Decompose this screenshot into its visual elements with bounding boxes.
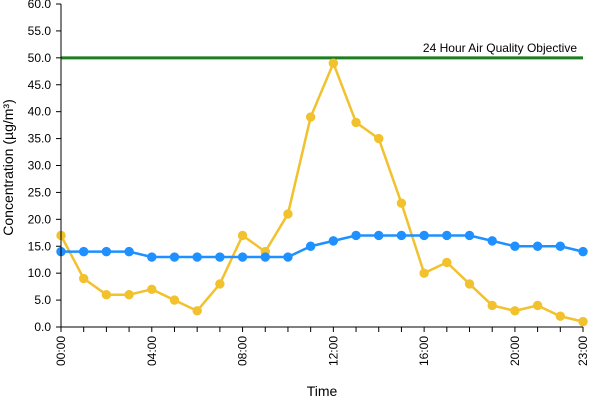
y-tick-label: 50.0 [28, 51, 52, 65]
series-2-point [487, 236, 497, 246]
series-2-point [396, 230, 407, 241]
series-2-point [510, 241, 520, 251]
series-2-point [532, 241, 543, 251]
series-2-point [578, 246, 588, 257]
series-1-point [147, 284, 157, 295]
series-2-point [237, 252, 248, 262]
series-1-point [464, 279, 475, 289]
series-2-point [328, 236, 339, 246]
x-tick-label: 12:00 [326, 336, 340, 366]
series-2-line [61, 234, 584, 259]
series-1-point [124, 290, 134, 300]
series-1-point [532, 300, 543, 311]
series-2-point [169, 252, 180, 262]
series-2-point [260, 252, 270, 262]
series-1-line [59, 61, 584, 323]
series-1-point [487, 300, 497, 311]
x-axis-title: Time [307, 383, 338, 399]
series-1-point [215, 279, 225, 289]
y-tick-label: 15.0 [28, 239, 52, 253]
x-tick-label: 00:00 [54, 336, 68, 366]
series-2-point [192, 252, 202, 262]
y-tick-label: 60.0 [28, 0, 52, 11]
y-tick-label: 35.0 [28, 132, 52, 146]
series-1-point [351, 117, 361, 128]
series-1-point [192, 306, 202, 316]
series-2-point [124, 246, 134, 257]
series-1-point [419, 268, 429, 278]
series-1-point [374, 133, 384, 144]
series-1-point [78, 273, 89, 284]
series-1-point [305, 112, 316, 122]
x-tick-label: 16:00 [417, 336, 431, 366]
series-1-point [169, 295, 180, 305]
series-2-point [283, 252, 293, 262]
y-axis-title: Concentration (µg/m³) [0, 99, 16, 235]
y-tick-label: 40.0 [28, 105, 52, 119]
series-2-point [374, 230, 384, 241]
reference-line-label: 24 Hour Air Quality Objective [423, 41, 577, 55]
x-tick-label: 04:00 [145, 336, 159, 366]
y-tick-label: 30.0 [28, 159, 52, 173]
y-tick-label: 10.0 [28, 266, 52, 280]
series-1-point [396, 198, 407, 208]
series-1-point [578, 316, 588, 327]
x-tick-label: 08:00 [236, 336, 250, 366]
series-1-point [328, 58, 339, 68]
y-tick-label: 20.0 [28, 212, 52, 226]
x-tick-label: 23:00 [576, 336, 590, 366]
x-tick-label: 20:00 [508, 336, 522, 366]
series-2-point [442, 230, 452, 241]
series-2-point [464, 230, 475, 241]
y-tick-label: 25.0 [28, 185, 52, 199]
series-2-point [305, 241, 316, 251]
series-2-point [101, 246, 112, 257]
y-tick-label: 5.0 [34, 293, 51, 307]
series-2-point [419, 230, 429, 241]
series-1-point [101, 290, 112, 300]
series-1-point [283, 209, 293, 219]
series-2-point [78, 246, 89, 257]
y-tick-label: 45.0 [28, 78, 52, 92]
series-1-point [442, 257, 452, 268]
series-1-point [555, 311, 566, 321]
series-2-point [215, 252, 225, 262]
series-2-point [351, 230, 361, 241]
y-tick-label: 0.0 [34, 320, 51, 334]
series-1-point [510, 306, 520, 316]
series-1-point [237, 230, 248, 241]
series-2-point [147, 252, 157, 262]
series-2-point [555, 241, 566, 251]
y-tick-label: 55.0 [28, 24, 52, 38]
